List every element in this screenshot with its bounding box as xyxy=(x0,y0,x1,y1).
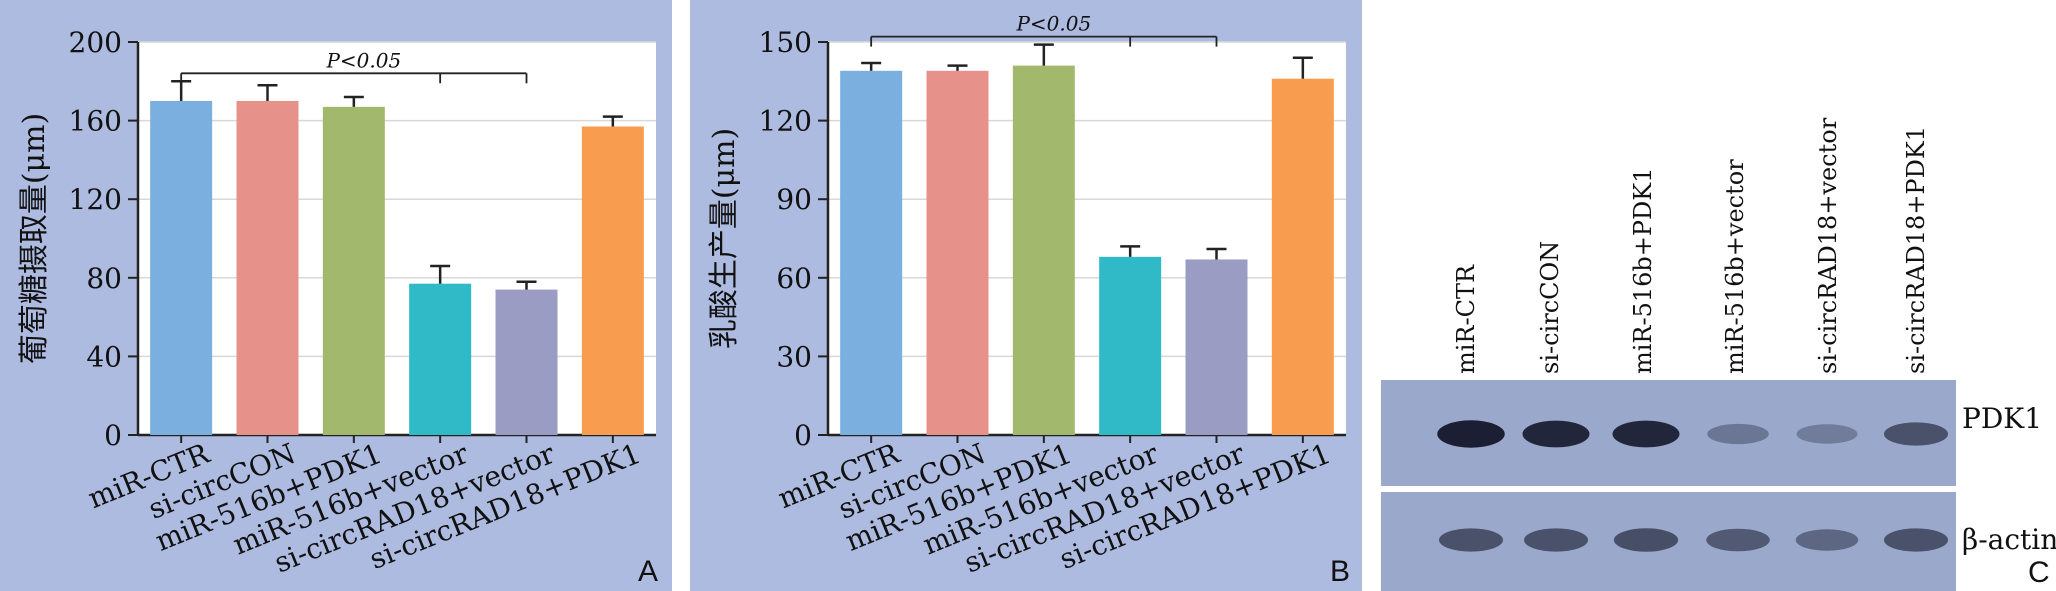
bar xyxy=(409,283,472,435)
blot-band xyxy=(1884,422,1948,446)
panel-letter-a: A xyxy=(638,555,659,588)
blot-band xyxy=(1437,420,1505,448)
significance-bracket xyxy=(870,35,1218,47)
blot-row-label-pdk1: PDK1 xyxy=(1962,402,2043,435)
panel-a: 0 40 80 120 160 200 miR-CTR si-circCON miR-516b+… xyxy=(0,0,672,591)
y-tick-label: 150 xyxy=(759,26,812,59)
panel-b: 0 30 60 90 120 150 miR-CTR si-circCON miR-516b+P… xyxy=(690,0,1362,591)
bar xyxy=(1012,65,1075,435)
y-tick-label: 120 xyxy=(69,183,122,216)
panel-letter-b: B xyxy=(1330,555,1351,588)
blot-image xyxy=(1381,380,1956,591)
y-axis-label: 葡萄糖摄取量(μm) xyxy=(17,113,52,364)
y-tick-label: 0 xyxy=(104,419,122,452)
blot-band xyxy=(1524,528,1588,552)
bar xyxy=(322,106,385,435)
bar xyxy=(840,70,903,435)
panel-letter-c: C xyxy=(2028,556,2050,589)
bar xyxy=(581,126,644,436)
plot-area xyxy=(138,42,656,435)
plot-area xyxy=(828,42,1346,435)
blot-band xyxy=(1522,420,1590,448)
bar xyxy=(150,100,213,435)
chart-b: 0306090120150miR-CTRsi-circCONmiR-516b+P… xyxy=(707,12,1346,579)
y-tick-label: 200 xyxy=(69,26,122,59)
significance-label: P<0.05 xyxy=(1015,12,1091,36)
y-tick-label: 160 xyxy=(69,105,122,138)
y-axis-label: 乳酸生产量(μm) xyxy=(707,128,742,349)
bar xyxy=(926,70,989,435)
y-tick-label: 30 xyxy=(776,340,812,373)
blot-band xyxy=(1612,420,1680,448)
blot-band xyxy=(1884,528,1948,552)
y-tick-label: 0 xyxy=(794,419,812,452)
y-tick-label: 80 xyxy=(86,262,122,295)
significance-bracket xyxy=(180,72,528,84)
y-tick-label: 60 xyxy=(776,262,812,295)
y-tick-label: 40 xyxy=(86,340,122,373)
blot-row-label-beta-actin: β-actin xyxy=(1962,523,2056,556)
bar xyxy=(1099,256,1162,435)
significance-label: P<0.05 xyxy=(325,48,401,72)
blot-band xyxy=(1613,528,1679,552)
blot-band xyxy=(1796,424,1858,444)
blot-band xyxy=(1707,423,1769,445)
bar xyxy=(1271,78,1334,436)
bar xyxy=(1185,259,1248,435)
bar xyxy=(236,100,299,435)
blot-band xyxy=(1706,528,1770,552)
y-tick-label: 120 xyxy=(759,105,812,138)
bar xyxy=(495,289,558,435)
panel-c-western-blot: miR-CTR si-circCON miR-516b+PDK1 miR-516… xyxy=(1381,0,2056,591)
y-tick-label: 90 xyxy=(776,183,812,216)
chart-a: 04080120160200miR-CTRsi-circCONmiR-516b+… xyxy=(17,26,656,579)
blot-band xyxy=(1795,529,1859,551)
blot-band xyxy=(1439,528,1503,552)
